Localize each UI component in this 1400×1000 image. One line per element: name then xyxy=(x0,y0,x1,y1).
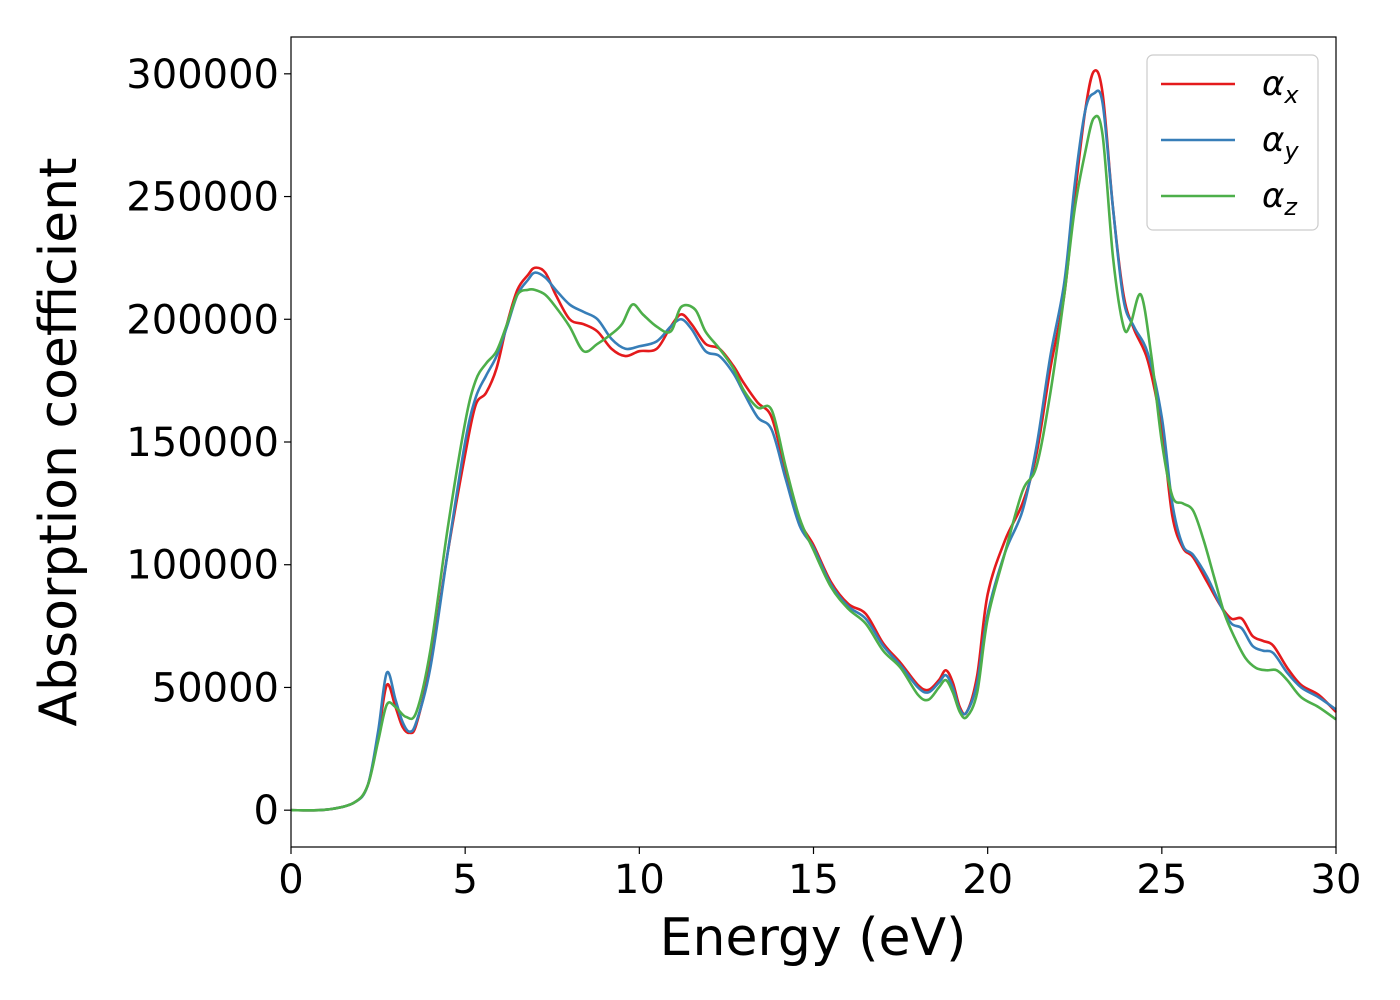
y-tick-label: 300000 xyxy=(126,52,279,98)
series-line-z xyxy=(290,114,1337,812)
x-axis: 0 5 10 15 20 25 30 xyxy=(278,847,1361,903)
y-tick-label: 200000 xyxy=(126,297,279,343)
series-line-y xyxy=(290,89,1337,812)
series-group xyxy=(290,69,1337,812)
y-tick-label: 250000 xyxy=(126,175,279,221)
x-tick-label: 15 xyxy=(788,857,839,903)
x-tick-label: 25 xyxy=(1136,857,1187,903)
legend-label-z: αz xyxy=(1262,176,1298,221)
y-tick-label: 0 xyxy=(254,788,279,834)
x-axis-title: Energy (eV) xyxy=(660,908,967,968)
x-tick-label: 0 xyxy=(278,857,303,903)
y-tick-label: 100000 xyxy=(126,543,279,589)
x-tick-label: 30 xyxy=(1311,857,1362,903)
y-tick-label: 150000 xyxy=(126,420,279,466)
x-tick-label: 20 xyxy=(962,857,1013,903)
y-axis-title: Absorption coefficient xyxy=(29,157,89,726)
x-tick-label: 5 xyxy=(452,857,477,903)
series-line-x xyxy=(290,69,1337,812)
y-axis: 0 50000 100000 150000 200000 250000 300000 xyxy=(126,52,291,834)
x-tick-label: 10 xyxy=(614,857,665,903)
legend-box xyxy=(1146,54,1319,231)
y-tick-label: 50000 xyxy=(152,665,279,711)
